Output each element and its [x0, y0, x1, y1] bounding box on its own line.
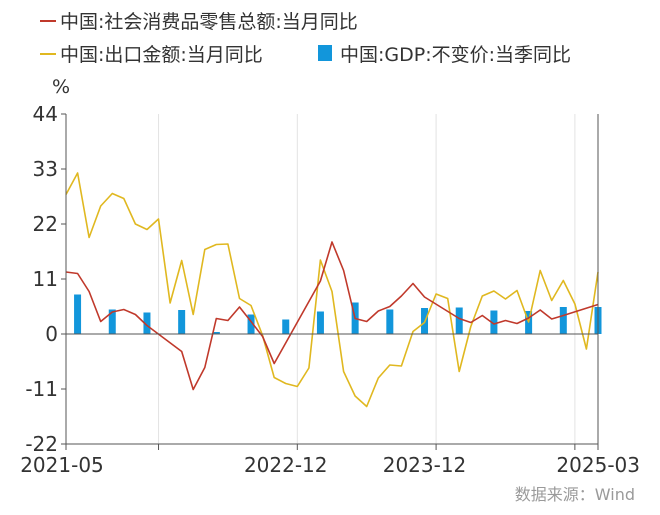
y-tick-label: 22: [33, 212, 58, 236]
x-tick-label: 2021-05: [20, 453, 104, 477]
y-tick-label: 11: [33, 267, 58, 291]
legend: 中国:社会消费品零售总额:当月同比 中国:出口金额:当月同比 中国:GDP:不变…: [40, 11, 571, 66]
gdp-bar: [247, 314, 255, 334]
x-tick-label: 2023-12: [383, 453, 467, 477]
legend-swatch-gdp: [318, 45, 332, 61]
gdp-bar: [143, 312, 151, 334]
y-tick-label: 33: [33, 157, 58, 181]
gdp-bar: [316, 311, 324, 334]
legend-label-export: 中国:出口金额:当月同比: [60, 44, 263, 66]
gdp-bar: [455, 307, 463, 334]
retail-sales-line: [65, 241, 599, 391]
y-tick-label: 44: [33, 102, 58, 126]
grid: [158, 114, 576, 444]
gdp-bar: [74, 294, 82, 334]
series-lines: [65, 172, 599, 408]
y-axis-unit: %: [52, 76, 70, 98]
x-tick-label: 2022-12: [244, 453, 328, 477]
gdp-bar: [386, 309, 394, 334]
gdp-bar: [108, 309, 116, 334]
gdp-bar: [559, 307, 567, 334]
y-tick-label: -11: [25, 377, 58, 401]
legend-label-retail: 中国:社会消费品零售总额:当月同比: [60, 11, 358, 33]
gdp-bar: [212, 332, 220, 334]
x-tick-label: 2025-03: [556, 453, 640, 477]
data-source: 数据来源：Wind: [515, 485, 635, 504]
legend-label-gdp: 中国:GDP:不变价:当季同比: [340, 44, 571, 66]
y-tick-label: -22: [25, 432, 58, 456]
y-tick-label: 0: [45, 322, 58, 346]
gdp-bar: [282, 319, 290, 334]
gdp-bar: [178, 310, 186, 334]
gdp-bar: [490, 310, 498, 334]
exports-line: [65, 172, 599, 408]
